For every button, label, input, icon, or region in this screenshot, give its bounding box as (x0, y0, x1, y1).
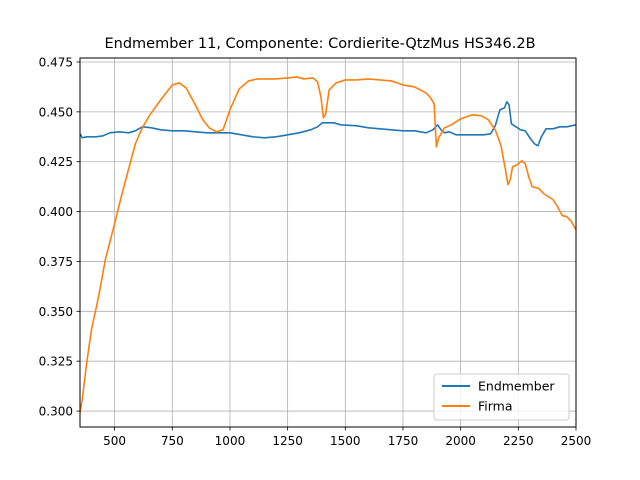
legend: Endmember Firma (433, 373, 570, 421)
y-tick-label: 0.375 (39, 255, 73, 269)
x-tick-label: 1500 (330, 434, 361, 448)
y-tick-label: 0.350 (39, 305, 73, 319)
plot-frame (79, 57, 577, 428)
x-tick-label: 2250 (503, 434, 534, 448)
x-axis: 500 750 1000 1250 1500 1750 2000 2250 2500 (103, 427, 591, 448)
x-tick-label: 500 (103, 434, 126, 448)
plot-area (80, 58, 576, 427)
y-tick-label: 0.325 (39, 355, 73, 369)
legend-label-endmember: Endmember (478, 379, 555, 394)
series-lines (80, 76, 576, 414)
y-tick-label: 0.300 (39, 405, 73, 419)
x-tick-label: 1250 (272, 434, 303, 448)
series-line-endmember (80, 101, 576, 147)
y-tick-label: 0.425 (39, 155, 73, 169)
legend-label-firma: Firma (478, 399, 513, 414)
x-tick-label: 750 (161, 434, 184, 448)
y-axis: 0.300 0.325 0.350 0.375 0.400 0.425 0.450 0.475 (39, 55, 80, 419)
y-tick-label: 0.475 (39, 55, 73, 69)
chart-title: Endmember 11, Componente: Cordierite-Qtz… (104, 36, 535, 52)
series-line-firma (80, 76, 576, 414)
x-tick-label: 2500 (561, 434, 592, 448)
x-tick-label: 1750 (388, 434, 419, 448)
x-tick-label: 2000 (445, 434, 476, 448)
y-tick-label: 0.450 (39, 105, 73, 119)
y-tick-label: 0.400 (39, 205, 73, 219)
x-tick-label: 1000 (215, 434, 246, 448)
